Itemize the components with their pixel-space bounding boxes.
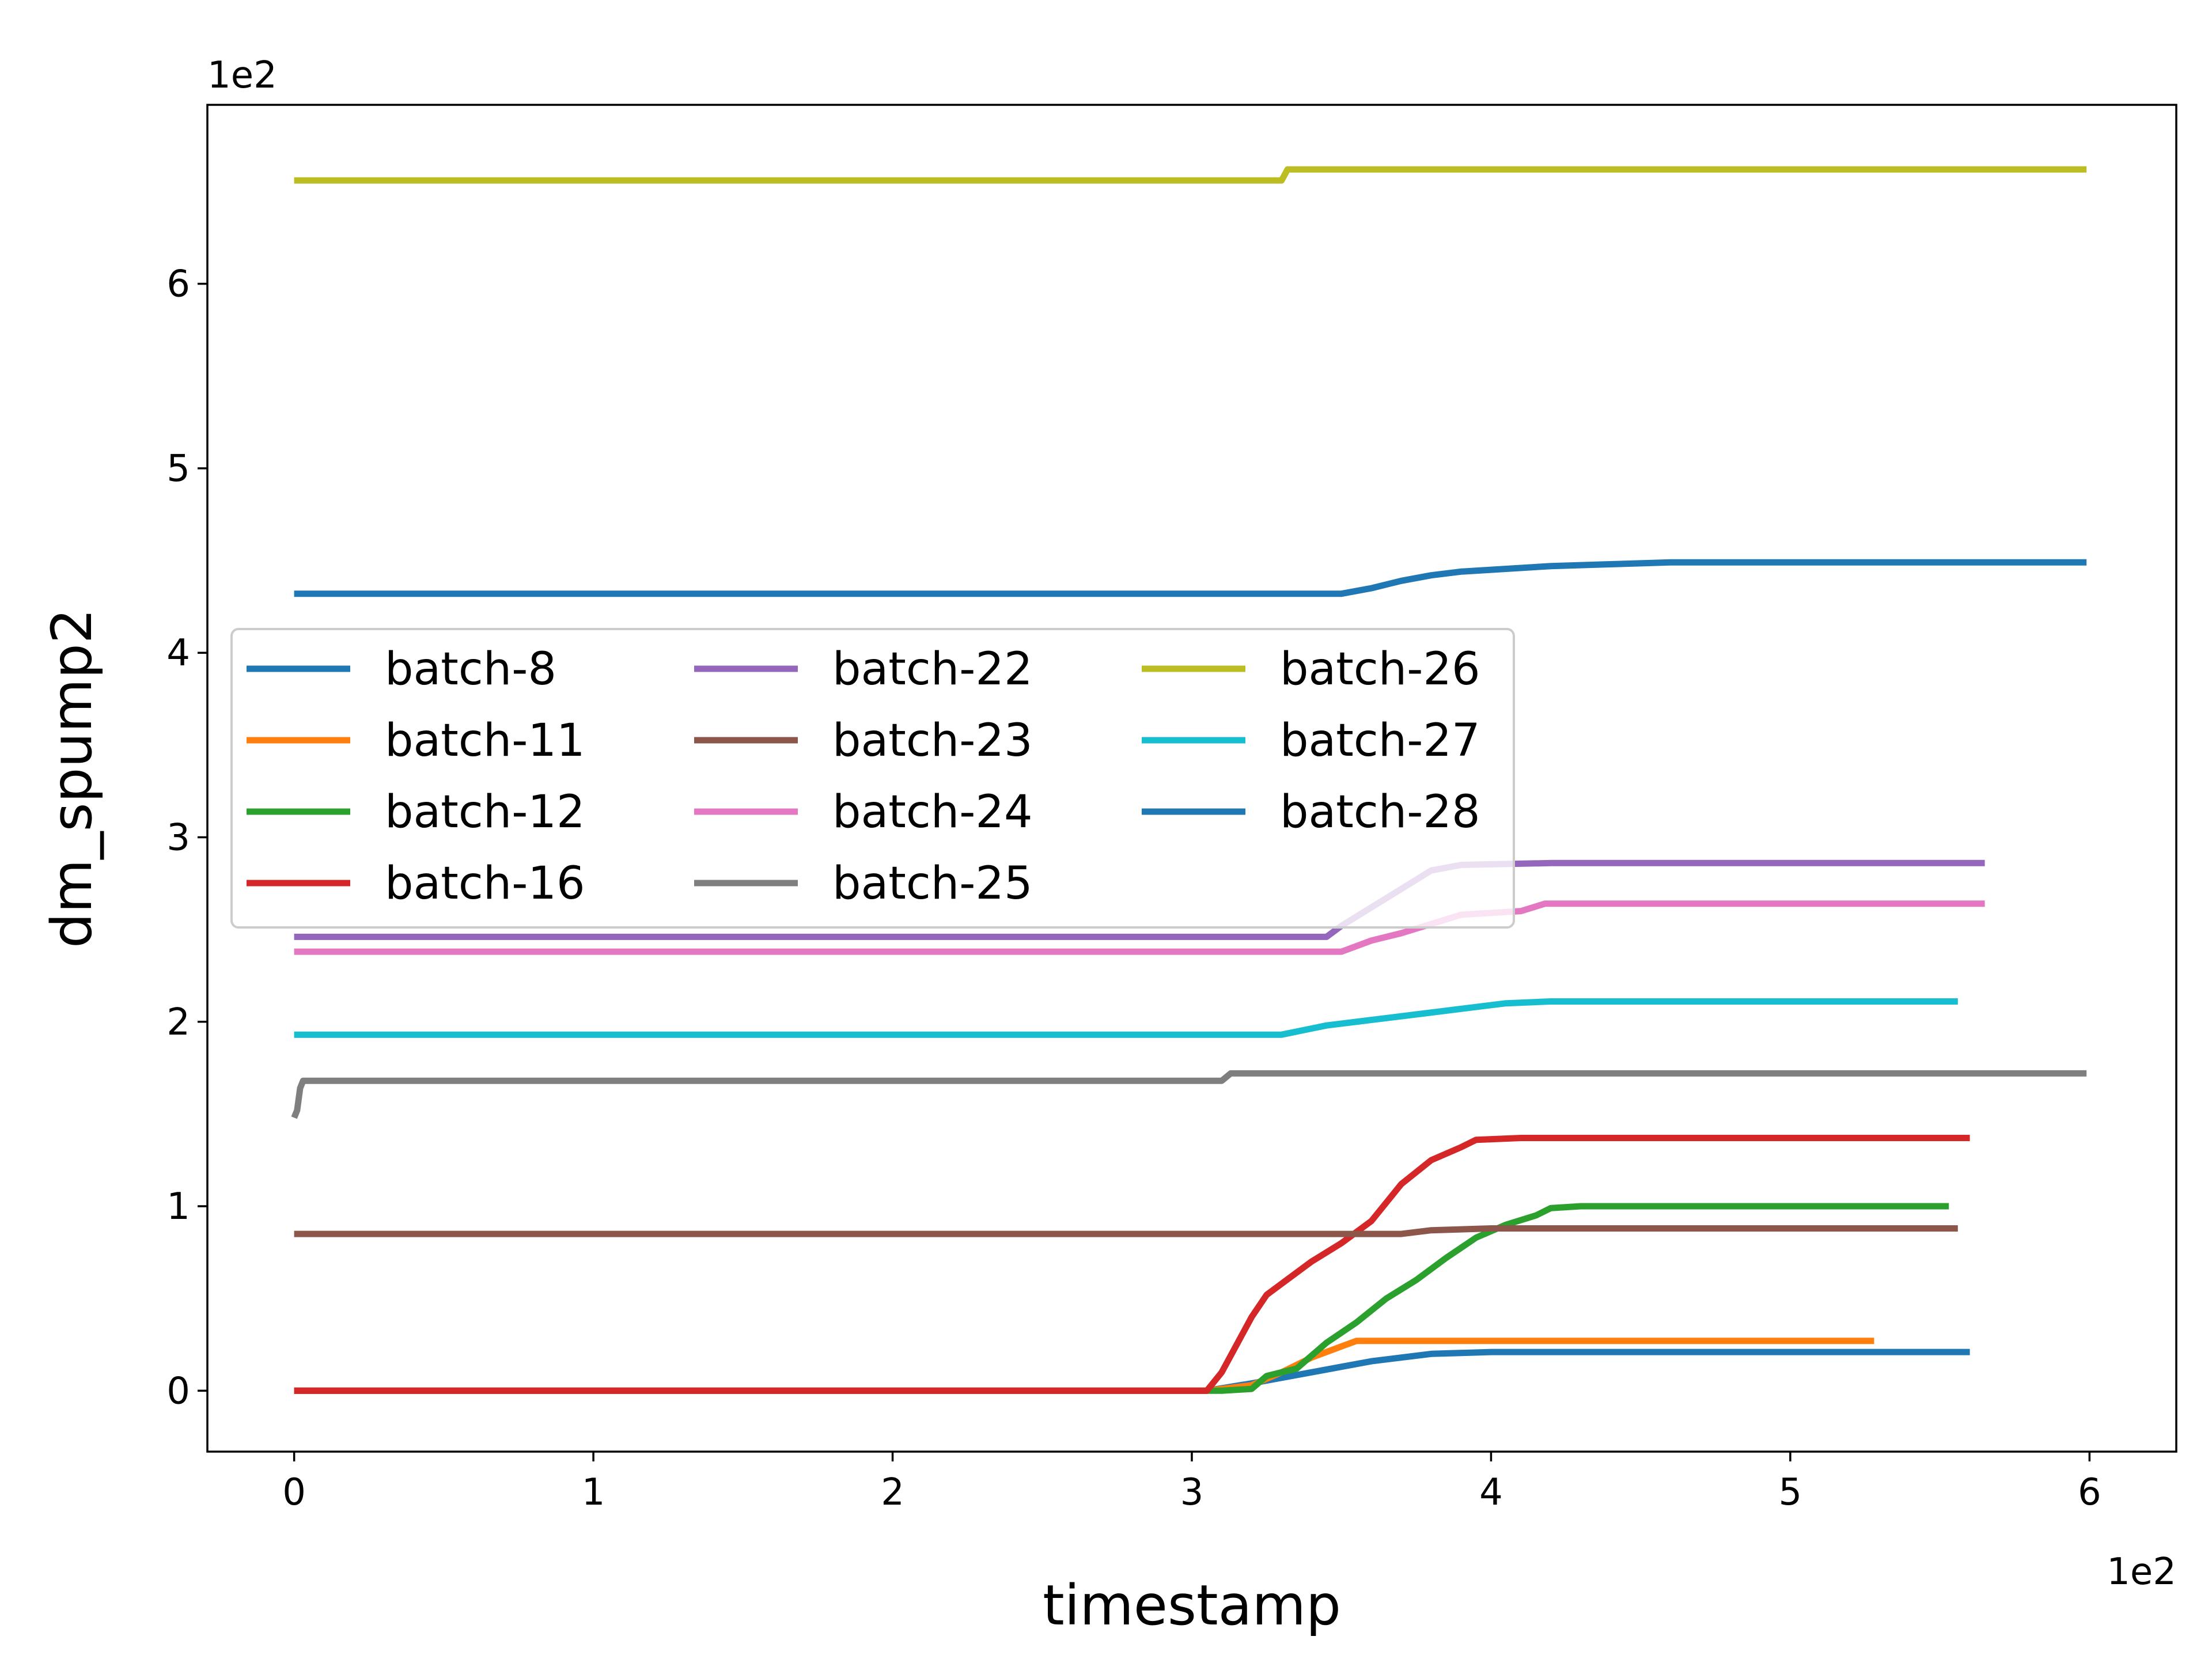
x-tick-label: 4: [1479, 1471, 1503, 1514]
legend-label: batch-16: [385, 858, 585, 910]
x-tick-label: 0: [282, 1471, 306, 1514]
legend-label: batch-11: [385, 715, 585, 767]
legend-label: batch-12: [385, 786, 585, 838]
legend-label: batch-23: [832, 715, 1033, 767]
legend-label: batch-26: [1280, 643, 1480, 695]
legend-box: [230, 628, 1515, 929]
legend: batch-8 batch-11 batch-12 batch-16 batch-22 b…: [230, 628, 1515, 929]
y-tick-label: 4: [166, 632, 190, 675]
series-line-batch-25: [291, 1070, 2087, 1119]
legend-label: batch-24: [832, 786, 1033, 838]
series-layer: [291, 166, 2087, 1394]
y-tick-label: 0: [166, 1370, 190, 1412]
legend-label: batch-8: [385, 643, 556, 695]
x-tick-label: 6: [2078, 1471, 2101, 1514]
legend-label: batch-27: [1280, 715, 1480, 767]
y-tick-label: 3: [166, 816, 190, 859]
series-line-batch-16: [294, 1135, 1970, 1394]
x-axis-offset-text: 1e2: [2107, 1551, 2176, 1593]
x-axis-title: timestamp: [1043, 1573, 1341, 1638]
x-tick-label: 2: [881, 1471, 904, 1514]
y-tick-label: 1: [166, 1185, 190, 1228]
series-line-batch-12: [294, 1203, 1949, 1394]
y-axis-offset-text: 1e2: [207, 54, 277, 97]
x-tick-label: 5: [1779, 1471, 1802, 1514]
legend-label: batch-22: [832, 643, 1033, 695]
series-line-batch-23: [294, 1225, 1958, 1237]
y-tick-label: 6: [166, 263, 190, 306]
series-line-batch-27: [294, 998, 1958, 1038]
series-line-batch-26: [294, 166, 2087, 184]
ticks-layer: 0 1 2 3 4 5 6 0 1 2 3 4 5 6: [166, 263, 2101, 1514]
y-axis-title: dm_spump2: [40, 608, 104, 948]
legend-label: batch-25: [832, 858, 1033, 910]
y-tick-label: 2: [166, 1001, 190, 1044]
x-tick-label: 1: [582, 1471, 605, 1514]
y-tick-label: 5: [166, 448, 190, 490]
legend-label: batch-28: [1280, 786, 1480, 838]
x-tick-label: 3: [1180, 1471, 1204, 1514]
series-line-batch-28: [294, 559, 2087, 597]
